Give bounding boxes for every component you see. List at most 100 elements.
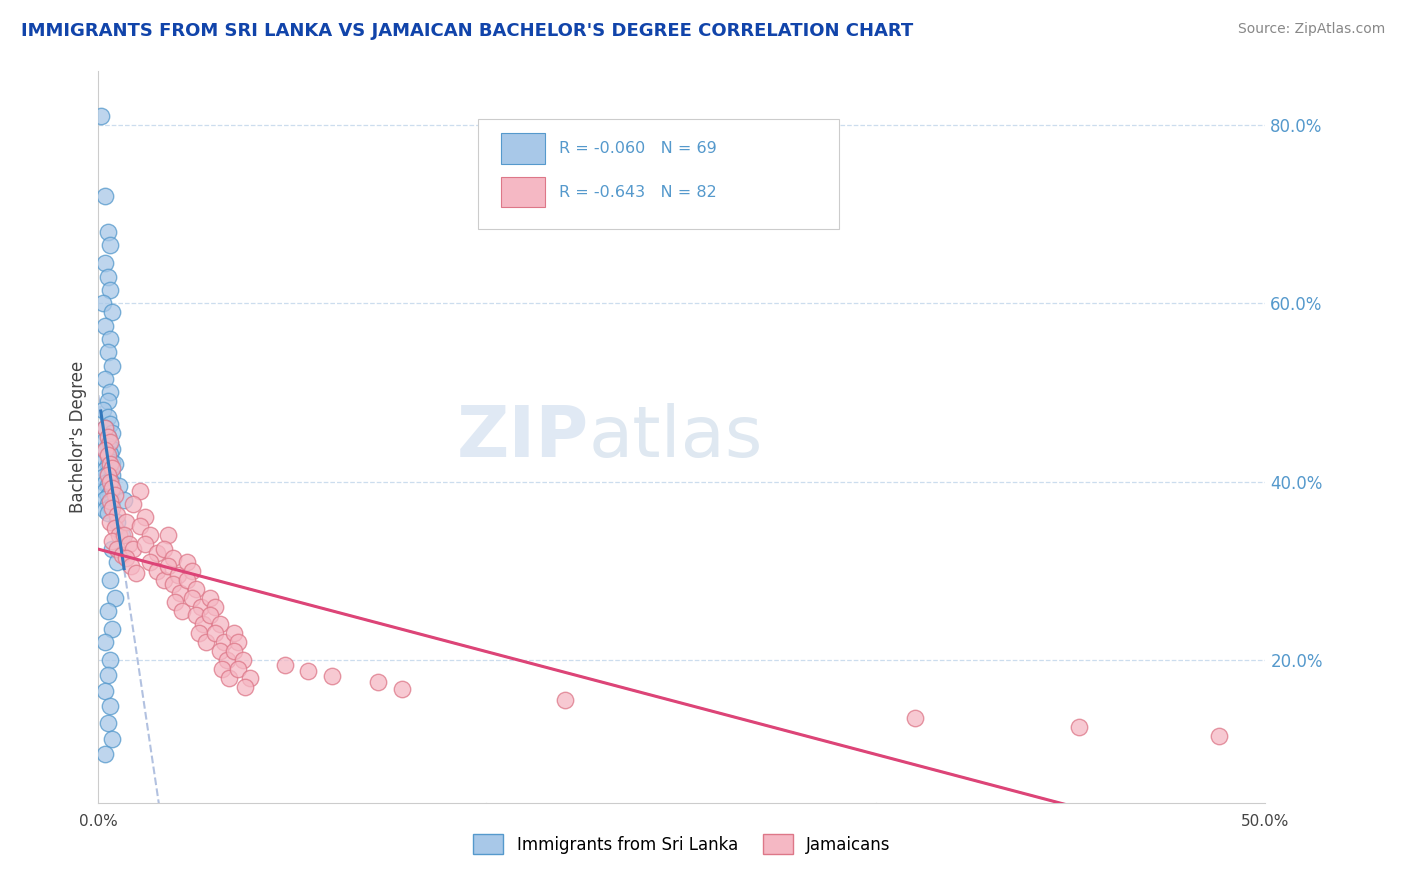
Point [176,573,198,587]
Point [122,497,145,511]
Point [105,515,128,529]
Point [166,568,188,582]
Point [97,668,120,682]
Point [222,644,245,658]
Point [134,537,156,551]
Point [101,534,124,549]
Text: R = -0.060   N = 69: R = -0.060 N = 69 [560,141,717,156]
Point [98,457,121,471]
Point [104,457,127,471]
Point [200,591,222,605]
Point [98,332,121,346]
Point [1208,729,1230,743]
Point [97,345,120,359]
Point [200,608,222,623]
Point [97,467,120,482]
Point [97,715,120,730]
Point [190,599,212,614]
Point [204,626,226,640]
Point [101,425,124,440]
Point [101,455,124,469]
Point [904,711,927,725]
Point [208,617,231,632]
Point [194,635,217,649]
Text: Source: ZipAtlas.com: Source: ZipAtlas.com [1237,22,1385,37]
Point [152,573,174,587]
Point [94,421,117,435]
Point [94,491,117,506]
Point [101,731,124,746]
Point [94,684,117,698]
Point [105,541,128,556]
Bar [501,177,546,208]
Point [98,573,121,587]
Point [98,460,121,475]
Point [297,664,319,678]
Point [97,269,120,284]
Point [146,546,169,560]
Point [180,591,202,605]
Point [98,434,121,449]
Point [111,528,134,542]
Point [193,617,215,632]
Point [97,410,120,425]
Point [94,475,117,490]
Point [176,555,198,569]
Point [157,559,180,574]
Point [97,448,120,462]
Point [97,394,120,409]
Point [101,622,124,636]
Point [222,626,245,640]
Point [122,541,145,556]
Point [101,305,124,319]
Point [104,521,127,535]
Point [104,488,127,502]
Point [101,467,124,482]
Text: R = -0.643   N = 82: R = -0.643 N = 82 [560,185,717,200]
Point [98,238,121,252]
Point [108,528,131,542]
Point [211,662,233,676]
Point [120,559,142,574]
Point [94,463,117,477]
Point [235,680,257,694]
Point [97,430,120,444]
Point [98,500,121,514]
Point [218,671,240,685]
Point [98,515,121,529]
Point [98,447,121,461]
Point [97,466,120,480]
Point [146,564,169,578]
Point [101,481,124,495]
Point [239,671,262,685]
Point [101,494,124,508]
Point [112,492,135,507]
Point [98,486,121,500]
Point [98,283,121,297]
Point [172,604,194,618]
Point [94,189,117,203]
Point [98,385,121,400]
Point [97,489,120,503]
Point [94,433,117,447]
Point [180,564,202,578]
Point [97,604,120,618]
Point [97,478,120,492]
Point [101,461,124,475]
Point [208,644,231,658]
Point [94,503,117,517]
Point [139,528,162,542]
Point [554,693,576,707]
Point [104,591,127,605]
Point [228,662,250,676]
Point [115,550,138,565]
Point [94,444,117,458]
Point [94,452,117,467]
Point [101,501,124,516]
Point [321,669,343,683]
Text: ZIP: ZIP [457,402,589,472]
Point [165,595,187,609]
Point [98,417,121,431]
Point [232,653,254,667]
Point [169,586,191,600]
